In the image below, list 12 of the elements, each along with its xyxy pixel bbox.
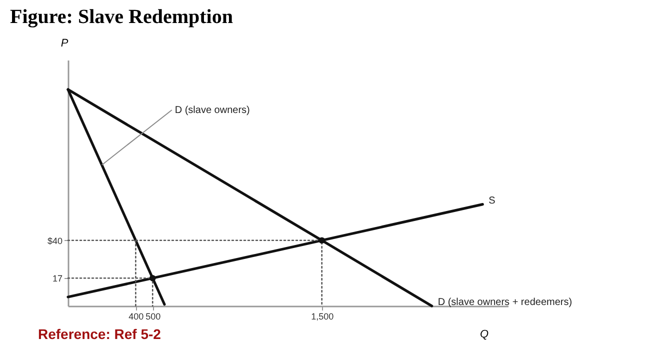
x-tick-label: 1,500 — [311, 312, 334, 322]
chart-title: Figure: Slave Redemption — [10, 6, 233, 29]
y-tick-label: 17 — [52, 274, 62, 284]
series-label: D (slave owners + redeemers) — [438, 297, 572, 308]
y-tick-label: $40 — [47, 236, 62, 246]
x-tick-label: 400 — [128, 312, 144, 322]
x-tick-label: 500 — [146, 312, 161, 322]
text: Reference: Ref 5-2 — [38, 326, 161, 342]
series-label: S — [488, 195, 496, 206]
annotation: D (slave owners) — [174, 104, 250, 116]
y-axis-title: P — [60, 38, 69, 50]
x-axis-title: Q — [480, 328, 489, 340]
